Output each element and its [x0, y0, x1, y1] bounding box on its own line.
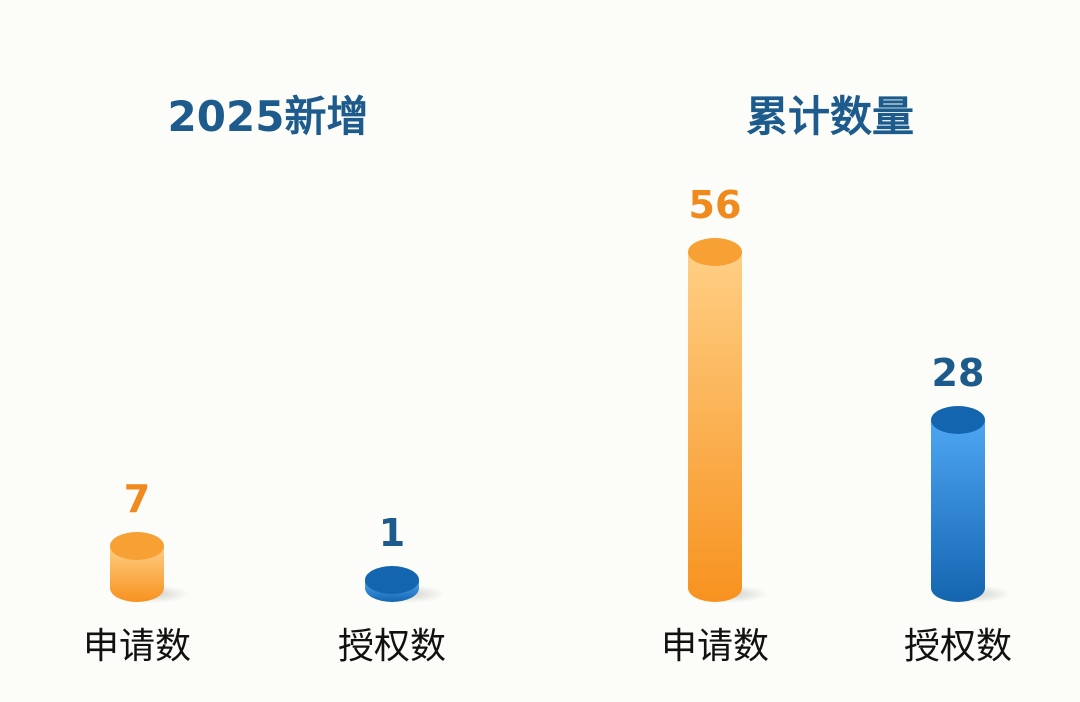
bar-top [110, 532, 164, 560]
data-label: 56 [689, 183, 742, 227]
category-label: 申请数 [661, 626, 769, 667]
bar-top [931, 406, 985, 434]
data-label: 28 [932, 351, 985, 395]
bar-0-1 [365, 566, 445, 603]
data-label: 1 [379, 511, 405, 555]
category-label: 授权数 [904, 626, 1012, 667]
chart-title-new-2025: 2025新增 [168, 92, 369, 141]
bar-0-0 [110, 532, 190, 603]
category-label: 申请数 [83, 626, 191, 667]
bar-body [110, 546, 164, 602]
bar-body [931, 420, 985, 602]
chart-title-cumulative: 累计数量 [746, 92, 914, 141]
category-label: 授权数 [338, 626, 446, 667]
bar-top [365, 566, 419, 594]
bar-1-0 [688, 238, 768, 603]
bar-1-1 [931, 406, 1011, 603]
bar-top [688, 238, 742, 266]
data-label: 7 [124, 477, 150, 521]
bar-body [688, 252, 742, 602]
